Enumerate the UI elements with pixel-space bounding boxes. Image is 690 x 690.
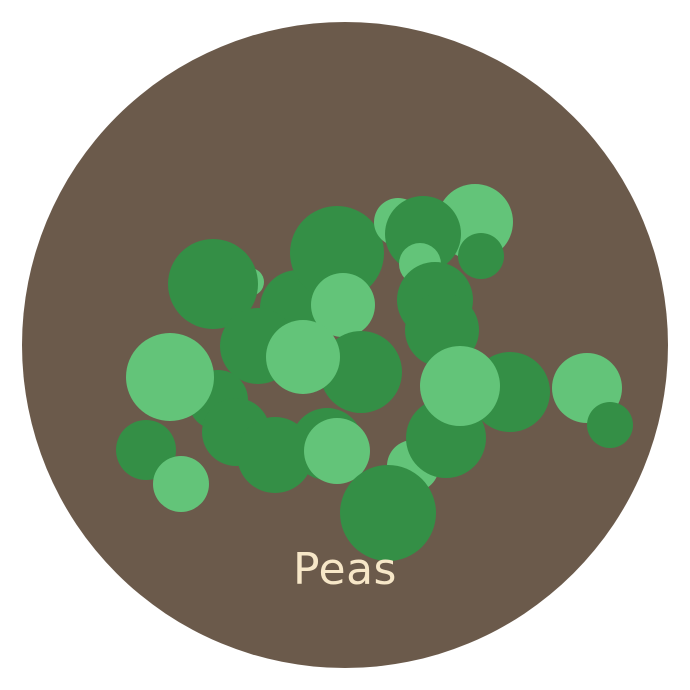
pea-icon [587, 402, 633, 448]
pea-icon [320, 331, 402, 413]
pea-cluster [116, 184, 633, 561]
food-label: Peas [293, 544, 397, 595]
pea-icon [290, 206, 384, 300]
pea-icon [126, 333, 214, 421]
pea-icon [304, 418, 370, 484]
pea-icon [311, 273, 375, 337]
pea-icon [153, 456, 209, 512]
pea-icon [168, 239, 258, 329]
pea-icon [266, 320, 340, 394]
pea-icon [420, 346, 500, 426]
pea-icon [458, 233, 504, 279]
pea-icon [340, 465, 436, 561]
